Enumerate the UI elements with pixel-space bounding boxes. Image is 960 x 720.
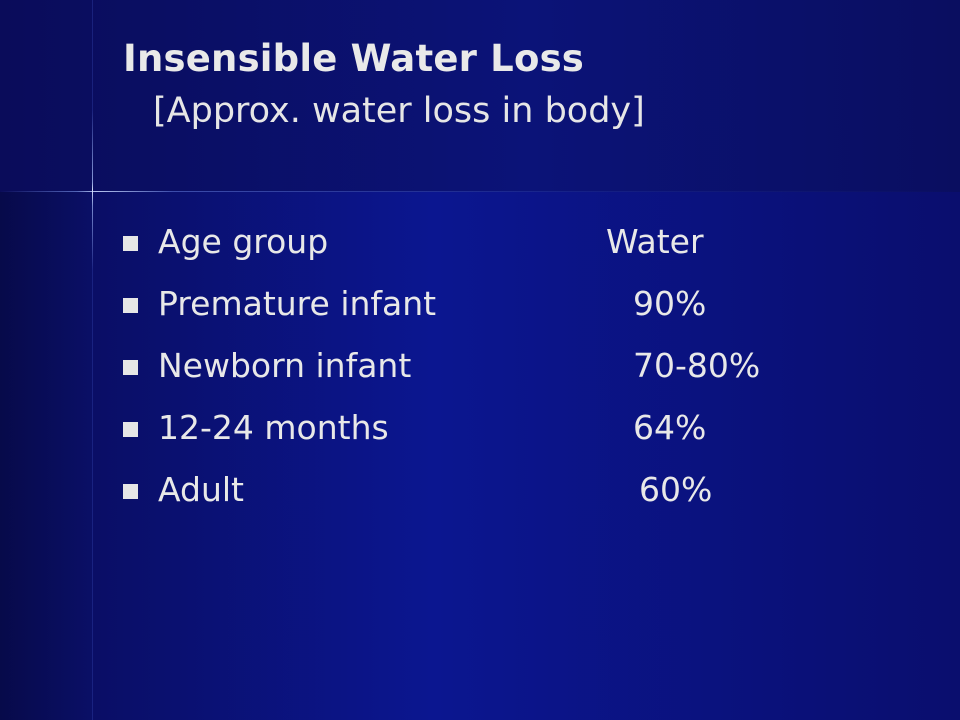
- list-item: Adult 60%: [123, 465, 883, 527]
- list-item: 12-24 months 64%: [123, 403, 883, 465]
- square-bullet-icon: [123, 484, 138, 499]
- square-bullet-icon: [123, 360, 138, 375]
- row-value: 90%: [633, 284, 707, 323]
- list-item: Premature infant 90%: [123, 279, 883, 341]
- row-label: Age group: [158, 222, 329, 261]
- row-value: 60%: [639, 470, 713, 509]
- vertical-divider-line: [92, 0, 93, 720]
- slide-title: Insensible Water Loss: [123, 37, 585, 80]
- row-label: Newborn infant: [158, 346, 412, 385]
- square-bullet-icon: [123, 422, 138, 437]
- row-label: Adult: [158, 470, 244, 509]
- title-band: [0, 0, 960, 192]
- square-bullet-icon: [123, 298, 138, 313]
- list-item: Newborn infant 70-80%: [123, 341, 883, 403]
- slide-subtitle: [Approx. water loss in body]: [153, 91, 645, 131]
- row-value: 64%: [633, 408, 707, 447]
- row-value: Water: [606, 222, 704, 261]
- row-label: Premature infant: [158, 284, 437, 323]
- bullet-list: Age group Water Premature infant 90% New…: [123, 217, 883, 527]
- list-item-header: Age group Water: [123, 217, 883, 279]
- square-bullet-icon: [123, 236, 138, 251]
- horizontal-accent-line: [0, 191, 960, 192]
- vertical-accent-line: [92, 110, 93, 270]
- row-label: 12-24 months: [158, 408, 389, 447]
- row-value: 70-80%: [633, 346, 761, 385]
